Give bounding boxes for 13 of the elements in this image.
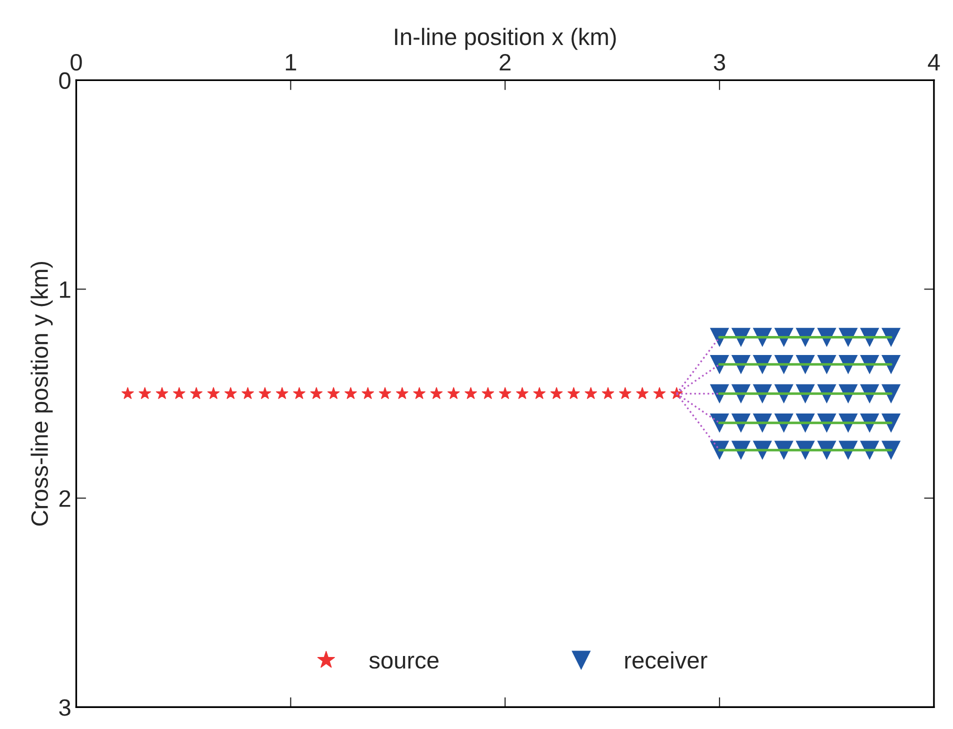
y-tick-label: 1 [60, 281, 70, 298]
x-tick-label: 2 [500, 54, 510, 70]
y-axis-title: Cross-line position y (km) [30, 262, 53, 526]
x-tick-label: 3 [714, 54, 726, 71]
legend-label: source [369, 656, 438, 669]
legend-label: receiver [625, 651, 708, 669]
y-tick-label: 2 [59, 490, 70, 507]
x-tick-label: 1 [286, 54, 296, 70]
y-tick-label: 3 [59, 699, 70, 716]
x-axis-title: In-line position x (km) [395, 28, 616, 50]
x-tick-label: 0 [70, 54, 82, 71]
x-tick-label: 4 [928, 54, 940, 70]
y-tick-label: 0 [59, 72, 70, 89]
